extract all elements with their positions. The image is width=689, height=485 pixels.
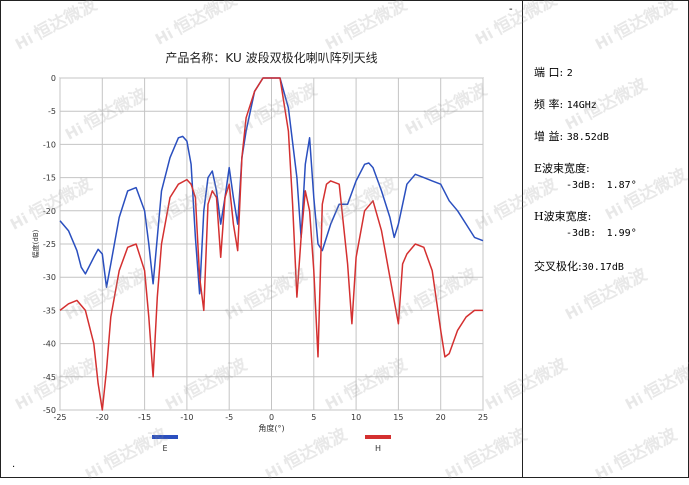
h-beamwidth-row: -3dB: 1.99° <box>566 226 637 239</box>
gain-label: 增 益: <box>534 130 564 143</box>
e-beamwidth-sub: -3dB: <box>566 180 597 191</box>
x-tick-label: 0 <box>269 413 274 422</box>
x-tick-label: 5 <box>311 413 316 422</box>
frequency-value: 14GHz <box>566 100 597 111</box>
y-tick-label: -5 <box>48 107 56 116</box>
x-tick-label: -20 <box>96 413 109 422</box>
x-tick-label: 10 <box>351 413 361 422</box>
y-tick-label: -15 <box>43 174 56 183</box>
port-label: 端 口: <box>534 66 564 79</box>
gain-row: 增 益: 38.52dB <box>534 128 609 144</box>
legend-label-H: H <box>375 444 381 453</box>
e-beamwidth-row: -3dB: 1.87° <box>566 178 637 191</box>
y-tick-label: -50 <box>43 406 56 415</box>
cross-pol-row: 交叉极化:30.17dB <box>534 258 624 274</box>
e-beamwidth-value: 1.87° <box>606 180 637 191</box>
h-beamwidth-sub: -3dB: <box>566 228 597 239</box>
radiation-pattern-chart: -25 -20 -15 -10 -5 0 5 10 15 20 250-5-10-15-20-25-… <box>31 50 488 453</box>
x-tick-label: -5 <box>225 413 233 422</box>
x-tick-label: -10 <box>180 413 193 422</box>
y-tick-label: 0 <box>51 74 56 83</box>
y-tick-label: -10 <box>43 140 56 149</box>
x-tick-label: 15 <box>393 413 403 422</box>
frequency-row: 频 率: 14GHz <box>534 96 597 112</box>
legend-label-E: E <box>162 444 167 453</box>
series-line-H <box>59 77 483 411</box>
y-tick-label: -40 <box>43 340 56 349</box>
x-tick-label: 25 <box>478 413 488 422</box>
y-tick-label: -25 <box>43 240 56 249</box>
chart-title: 产品名称：KU 波段双极化喇叭阵列天线 <box>165 50 377 65</box>
x-axis-label: 角度(°) <box>258 423 284 433</box>
x-tick-label: 20 <box>436 413 446 422</box>
corner-dot-mark: . <box>12 459 16 470</box>
gain-value: 38.52dB <box>566 132 609 143</box>
x-tick-label: -25 <box>53 413 66 422</box>
port-row: 端 口: 2 <box>534 64 573 80</box>
port-value: 2 <box>566 68 573 79</box>
cross-pol-label: 交叉极化: <box>534 260 582 273</box>
h-beamwidth-label: H波束宽度: <box>534 210 592 223</box>
panel-divider <box>522 0 523 478</box>
y-tick-label: -35 <box>43 306 56 315</box>
e-beamwidth-label: E波束宽度: <box>534 162 590 175</box>
frequency-label: 频 率: <box>534 98 564 111</box>
cross-pol-value: 30.17dB <box>581 262 624 273</box>
y-axis-label: 幅度(dB) <box>31 229 40 258</box>
y-tick-label: -20 <box>43 207 56 216</box>
x-tick-label: -15 <box>138 413 151 422</box>
y-tick-label: -30 <box>43 273 56 282</box>
y-tick-label: -45 <box>43 373 56 382</box>
corner-minus-mark: - <box>509 4 513 15</box>
h-beamwidth-value: 1.99° <box>606 228 637 239</box>
